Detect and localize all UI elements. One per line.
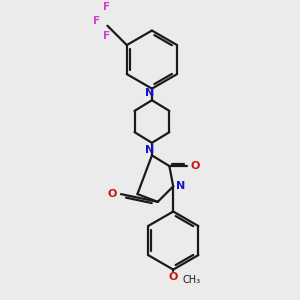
Text: O: O xyxy=(190,161,200,171)
Text: F: F xyxy=(103,2,110,12)
Text: N: N xyxy=(146,88,154,98)
Text: N: N xyxy=(146,145,154,155)
Text: CH₃: CH₃ xyxy=(183,275,201,285)
Text: O: O xyxy=(108,189,117,199)
Text: F: F xyxy=(103,31,110,40)
Text: F: F xyxy=(93,16,100,26)
Text: O: O xyxy=(169,272,178,283)
Text: N: N xyxy=(176,182,185,191)
